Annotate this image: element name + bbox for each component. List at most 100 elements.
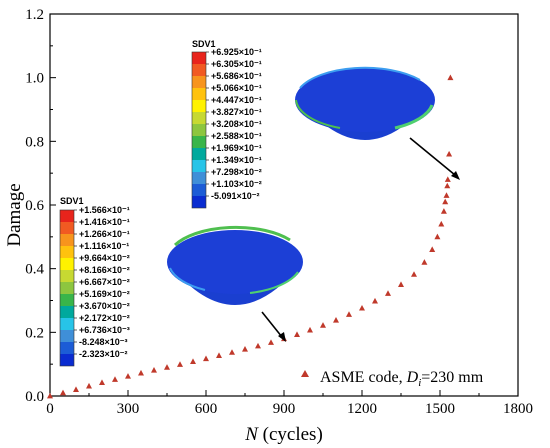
color-bar-value: +1.416×10⁻¹	[79, 217, 130, 227]
color-swatch	[60, 342, 74, 354]
color-bar-value: +6.667×10⁻²	[79, 277, 130, 287]
color-swatch	[192, 184, 206, 196]
data-point	[203, 355, 209, 362]
color-bar-value: +5.066×10⁻¹	[211, 83, 262, 93]
x-tick-label: 0	[46, 401, 54, 417]
color-swatch	[192, 148, 206, 160]
color-swatch	[192, 112, 206, 124]
data-point	[60, 389, 66, 396]
legend: ASME code, Di=230 mm	[301, 369, 484, 389]
color-swatch	[192, 160, 206, 172]
color-bar-value: +3.827×10⁻¹	[211, 107, 262, 117]
data-point	[190, 358, 196, 365]
contour-legend-upper: SDV1 +6.925×10⁻¹ +6.305×10⁻¹ +5.686×10⁻¹ +5…	[191, 39, 262, 209]
data-point	[411, 271, 417, 277]
data-point	[99, 379, 105, 386]
color-bar-value: +2.588×10⁻¹	[211, 131, 262, 141]
contour-legend-upper-title: SDV1	[192, 39, 216, 49]
data-point	[307, 326, 313, 333]
y-axis-title: Damage	[4, 183, 25, 246]
data-point	[346, 311, 352, 317]
data-point	[268, 339, 274, 345]
color-swatch	[60, 354, 74, 366]
contour-legend-lower: SDV1 +1.566×10⁻¹ +1.416×10⁻¹ +1.266×10⁻¹ +1…	[59, 196, 130, 367]
axis-ticks: 0 300 600 900 1200 1500 1800 0.0 0.2 0.4 0.6 0.8 1.0…	[25, 7, 533, 417]
pointer-arrow-lower	[261, 311, 283, 338]
y-tick-label: 0.6	[25, 198, 44, 214]
color-bar-value: +2.172×10⁻²	[79, 313, 130, 323]
data-point	[73, 386, 79, 393]
color-bar-value: +4.447×10⁻¹	[211, 95, 262, 105]
color-bar-value: -8.248×10⁻³	[79, 337, 128, 347]
data-point	[138, 369, 144, 376]
data-point	[421, 259, 428, 265]
y-tick-label: 0.2	[25, 325, 44, 341]
color-swatch	[192, 76, 206, 88]
fe-model-lower	[167, 225, 303, 305]
color-bar-value: +3.670×10⁻²	[79, 301, 130, 311]
data-point	[398, 281, 404, 287]
color-swatch	[60, 246, 74, 258]
data-point	[216, 352, 222, 358]
color-swatch	[192, 172, 206, 184]
data-point	[443, 192, 450, 198]
x-axis-title-italic: N	[244, 424, 259, 445]
fe-model-upper	[295, 66, 435, 140]
color-bar-value: +1.103×10⁻²	[211, 179, 262, 189]
y-tick-label: 0.4	[25, 262, 44, 278]
y-tick-label: 1.2	[25, 7, 44, 23]
color-bar-value: -2.323×10⁻²	[79, 349, 128, 359]
data-point	[447, 74, 454, 81]
color-bar-frame	[191, 51, 207, 209]
color-bar-value: +5.686×10⁻¹	[211, 71, 262, 81]
color-bar-value: +6.925×10⁻¹	[211, 47, 262, 57]
color-bar-value: +3.208×10⁻¹	[211, 119, 262, 129]
color-bar-value: +9.664×10⁻²	[79, 253, 130, 263]
color-swatch	[192, 124, 206, 136]
color-swatch	[192, 136, 206, 148]
color-swatch	[60, 258, 74, 270]
data-point	[229, 349, 235, 355]
x-tick-label: 1200	[347, 401, 377, 417]
x-tick-label: 1800	[503, 401, 533, 417]
color-swatch	[60, 270, 74, 282]
color-bar-value: +1.116×10⁻¹	[79, 241, 129, 251]
color-swatch	[60, 318, 74, 330]
data-point	[446, 150, 453, 157]
color-swatch	[60, 306, 74, 318]
data-point	[47, 392, 53, 399]
data-point	[372, 297, 378, 304]
color-swatch	[60, 282, 74, 294]
color-swatch	[60, 222, 74, 234]
x-axis-title-rest: (cycles)	[258, 424, 323, 445]
data-point	[294, 331, 300, 337]
data-point	[385, 290, 391, 296]
x-tick-label: 600	[195, 401, 218, 417]
data-point	[177, 361, 183, 367]
y-tick-label: 1.0	[25, 71, 44, 87]
legend-label: ASME code, Di=230 mm	[320, 369, 484, 389]
color-bar-value: +8.166×10⁻²	[79, 265, 130, 275]
color-swatch	[192, 196, 206, 208]
data-point	[125, 373, 131, 379]
data-point	[242, 346, 248, 352]
data-point	[440, 208, 447, 214]
color-swatch	[60, 210, 74, 222]
data-point	[151, 367, 157, 373]
x-axis-title: N (cycles)	[244, 424, 323, 445]
data-point	[444, 182, 451, 189]
color-bar-value: +6.305×10⁻¹	[211, 59, 262, 69]
data-point	[255, 342, 261, 349]
color-bar-value: -5.091×10⁻²	[211, 191, 260, 201]
color-bar-value: +5.169×10⁻²	[79, 289, 130, 299]
color-swatch	[192, 52, 206, 64]
color-swatch	[60, 330, 74, 342]
color-bar-value: +1.349×10⁻¹	[211, 155, 262, 165]
x-tick-label: 300	[117, 401, 140, 417]
legend-marker	[301, 370, 309, 377]
data-point	[438, 220, 445, 227]
color-bar-value: +1.266×10⁻¹	[79, 229, 130, 239]
x-tick-label: 1500	[425, 401, 455, 417]
data-point	[444, 176, 451, 182]
